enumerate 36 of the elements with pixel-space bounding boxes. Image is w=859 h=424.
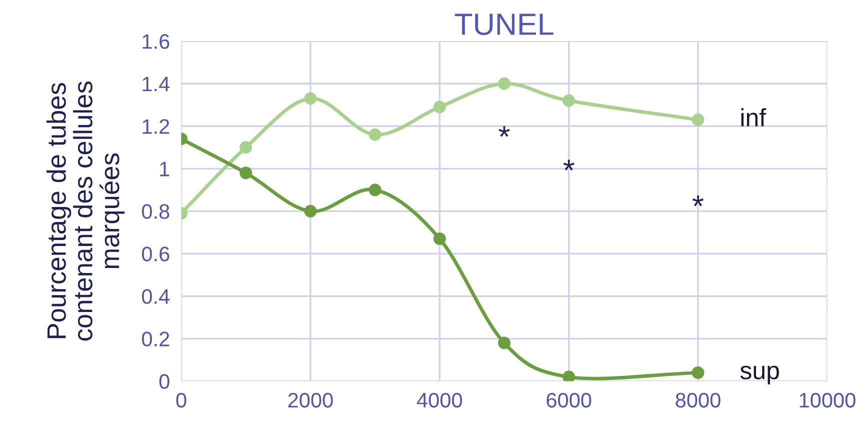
point: [498, 77, 510, 90]
y-tick-label: 0: [159, 374, 170, 389]
point: [368, 184, 382, 196]
point: [692, 114, 704, 126]
y-tick-label: 0.6: [142, 246, 170, 262]
point: [433, 232, 446, 246]
series-label: sup: [740, 366, 779, 384]
y-tick-label: 0.2: [142, 332, 170, 346]
y-tick-label: 1.2: [142, 119, 170, 134]
y-tick-label: 0.4: [142, 289, 170, 304]
annotation: *: [498, 126, 510, 137]
point: [562, 370, 576, 382]
point: [240, 141, 252, 154]
point: [498, 336, 510, 350]
point: [433, 100, 446, 114]
y-tick-label: 1: [160, 162, 170, 176]
x-tick-label: 2000: [288, 392, 333, 408]
point: [304, 92, 317, 105]
annotation: *: [692, 196, 704, 206]
series-label: inf: [741, 108, 766, 126]
x-tick-label: 0: [176, 392, 186, 408]
x-tick-label: 8000: [676, 392, 720, 408]
chart-title: TUNEL: [454, 14, 554, 36]
x-tick-label: 10000: [800, 392, 856, 408]
point: [304, 204, 317, 218]
x-tick-label: 6000: [546, 392, 592, 408]
x-tick-label: 4000: [416, 392, 462, 408]
point: [368, 128, 382, 141]
point: [692, 366, 704, 379]
annotation: *: [563, 160, 574, 170]
y-tick-label: 0.8: [142, 204, 170, 219]
y-tick-label: 1.6: [142, 34, 170, 49]
y-tick-label: 1.4: [142, 76, 170, 92]
point: [562, 94, 576, 107]
point: [240, 166, 252, 180]
y-axis-title: Pourcentage de tubes contenant des cellules marquées: [46, 82, 125, 341]
